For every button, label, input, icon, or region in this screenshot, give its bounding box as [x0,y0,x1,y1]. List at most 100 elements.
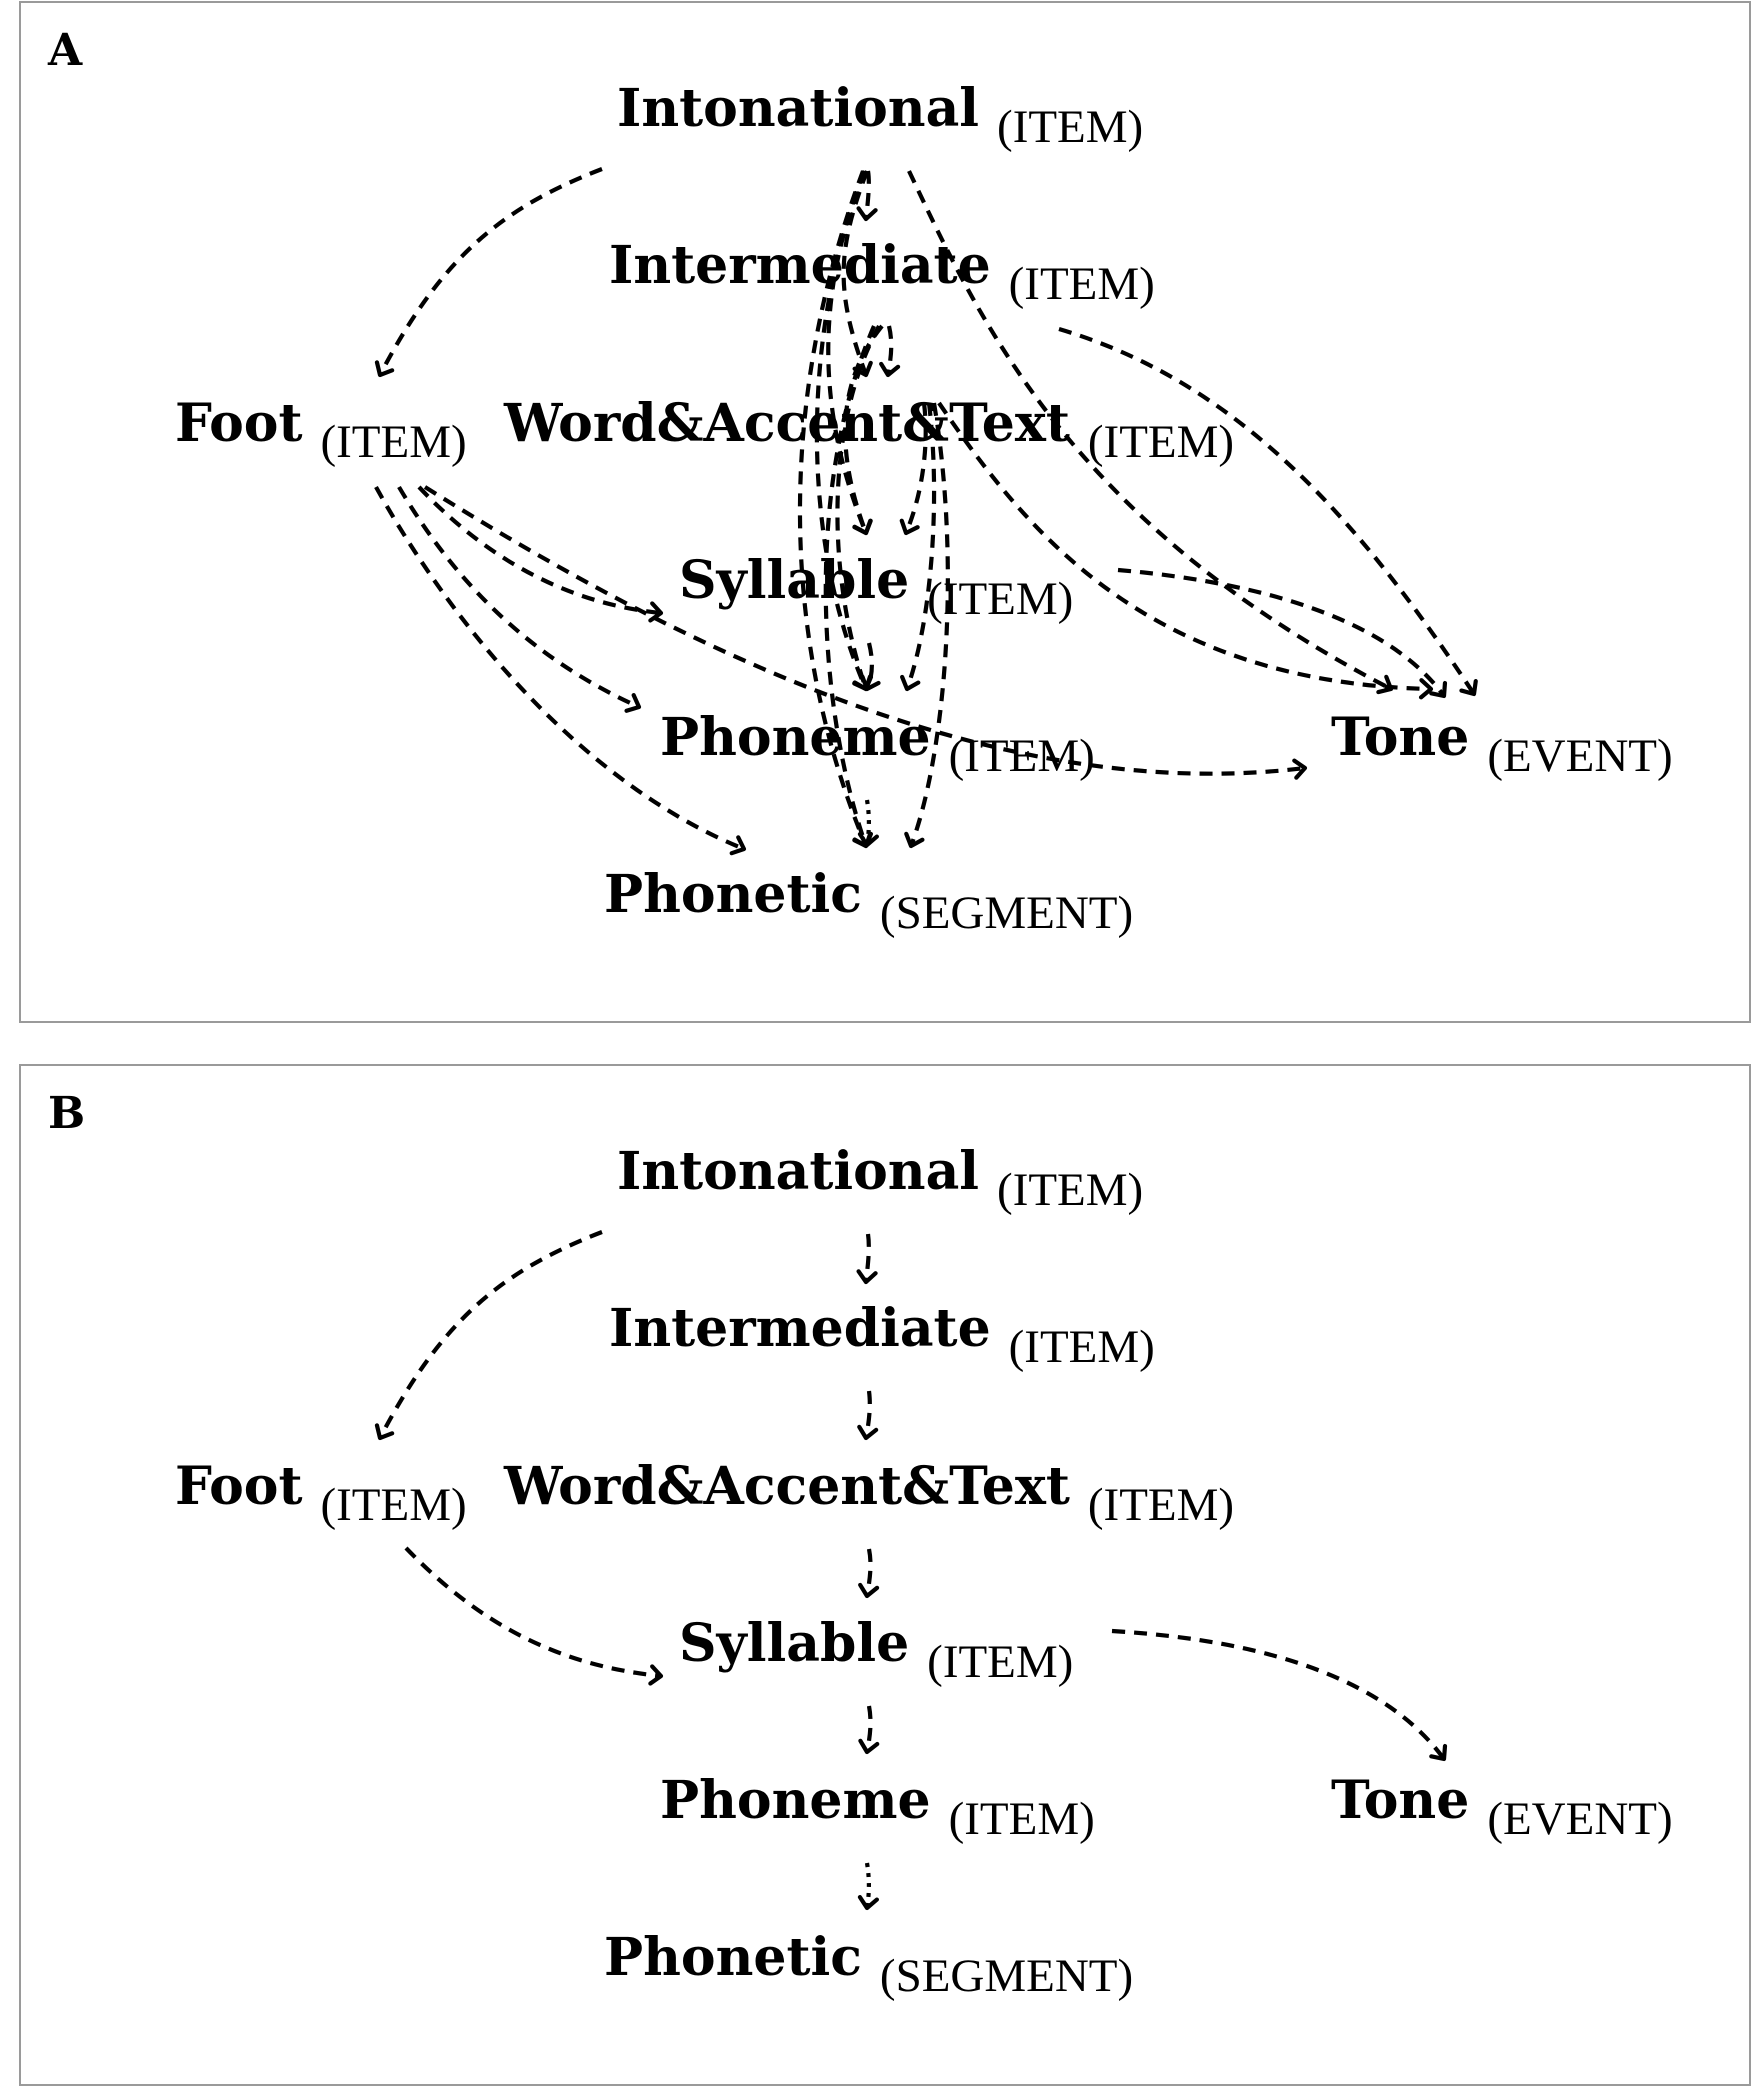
node-type: (ITEM) [997,1164,1144,1216]
node-phoneme: Phoneme (ITEM) [660,1775,1095,1843]
node-type: (ITEM) [927,573,1074,625]
edge-line [905,402,937,690]
edge-line [797,170,868,847]
edge-intonational-to-foot [374,1230,603,1441]
arrowhead-icon [648,1664,664,1686]
node-type: (ITEM) [927,1636,1074,1688]
edge-foot-to-tone [423,485,1308,780]
edge-line [417,485,662,616]
edge-line [397,485,640,709]
edge-word-to-tone [937,401,1434,700]
edge-word-to-syllable [858,1548,880,1599]
node-type: (ITEM) [320,416,467,468]
edge-line [1111,1628,1446,1761]
arrowhead-icon [856,1269,878,1285]
edge-line [904,402,928,534]
edge-phoneme-to-phonetic [857,799,879,848]
node-syllable: Syllable (ITEM) [679,1618,1073,1686]
arrowhead-icon [1418,678,1434,700]
node-name: Phoneme [660,707,931,768]
node-name: Intonational [617,78,980,139]
node-name: Phonetic [604,1927,862,1988]
edge-line [374,485,745,851]
arrowhead-icon [1459,679,1478,697]
arrowhead-icon [856,206,878,222]
edge-line [863,170,871,220]
edge-intonational-to-foot [374,167,603,378]
node-type: (ITEM) [948,730,1095,782]
node-syllable: Syllable (ITEM) [679,555,1073,623]
edge-phoneme-to-phonetic [857,1862,879,1911]
node-name: Intonational [617,1141,980,1202]
node-type: (EVENT) [1487,1793,1673,1845]
node-phoneme: Phoneme (ITEM) [660,712,1095,780]
edge-line [841,170,869,376]
edge-foot-to-phonetic [374,485,747,856]
edge-line [814,170,868,690]
arrowhead-icon [624,693,642,713]
edge-line [864,1548,873,1597]
arrowhead-icon [858,1738,880,1755]
node-foot: Foot (ITEM) [175,398,467,466]
node-intermediate: Intermediate (ITEM) [609,1303,1155,1371]
arrowhead-icon [1429,1743,1448,1762]
arrowhead-icon [904,831,925,849]
arrowhead-icon [374,1423,395,1441]
edge-line [404,1546,662,1679]
panel-a-label: A [48,25,83,76]
arrowhead-icon [857,1894,879,1911]
node-name: Foot [175,393,303,454]
arrowhead-icon [860,674,881,692]
edge-syllable-to-tone [1111,1628,1448,1762]
edge-line [1058,326,1476,696]
edge-line [823,325,876,847]
node-foot: Foot (ITEM) [175,1461,467,1529]
node-tone: Tone (EVENT) [1331,1775,1673,1843]
node-type: (SEGMENT) [879,887,1134,939]
node-type: (ITEM) [320,1479,467,1531]
edge-line [863,1390,872,1439]
edge-syllable-to-tone [1117,567,1448,699]
edge-intonational-to-intermediate [856,170,878,222]
node-type: (ITEM) [1008,258,1155,310]
arrowhead-icon [857,831,879,848]
edge-intermediate-to-tone [1058,326,1478,697]
node-phonetic: Phonetic (SEGMENT) [604,1932,1133,2000]
arrowhead-icon [374,360,395,378]
node-name: Tone [1331,1770,1470,1831]
node-name: Tone [1331,707,1470,768]
node-word: Word&Accent&Text (ITEM) [504,1461,1234,1529]
node-type: (ITEM) [1008,1321,1155,1373]
node-name: Intermediate [609,1298,991,1359]
edge-word-to-syllable [899,402,928,536]
panel-b: B Intonational (ITEM) Intermediate (ITEM) … [19,1064,1751,2086]
panel-b-edges [374,1230,1448,1911]
node-name: Word&Accent&Text [504,1456,1070,1517]
node-name: Phonetic [604,864,862,925]
node-name: Foot [175,1456,303,1517]
arrowhead-icon [648,601,664,623]
node-tone: Tone (EVENT) [1331,712,1673,780]
edge-line [863,1233,871,1283]
node-intonational: Intonational (ITEM) [617,1146,1143,1214]
edge-line [909,402,950,847]
edge-line [937,401,1432,692]
arrowhead-icon [729,835,747,856]
edge-word-to-phonetic [904,402,950,849]
node-name: Word&Accent&Text [504,393,1070,454]
arrowhead-icon [1292,758,1308,780]
edge-intonational-to-intermediate [856,1233,878,1285]
edge-foot-to-phoneme [397,485,642,713]
node-type: (EVENT) [1487,730,1673,782]
arrowhead-icon [1429,680,1448,699]
node-type: (SEGMENT) [879,1950,1134,2002]
arrowhead-icon [879,361,901,378]
edge-syllable-to-phoneme [860,642,881,692]
edge-syllable-to-phoneme [858,1705,880,1755]
node-type: (ITEM) [1087,416,1235,468]
edge-line [907,170,1392,691]
node-word: Word&Accent&Text (ITEM) [504,398,1234,466]
edge-line [865,642,874,690]
node-intonational: Intonational (ITEM) [617,83,1143,151]
panel-b-label: B [48,1088,86,1139]
